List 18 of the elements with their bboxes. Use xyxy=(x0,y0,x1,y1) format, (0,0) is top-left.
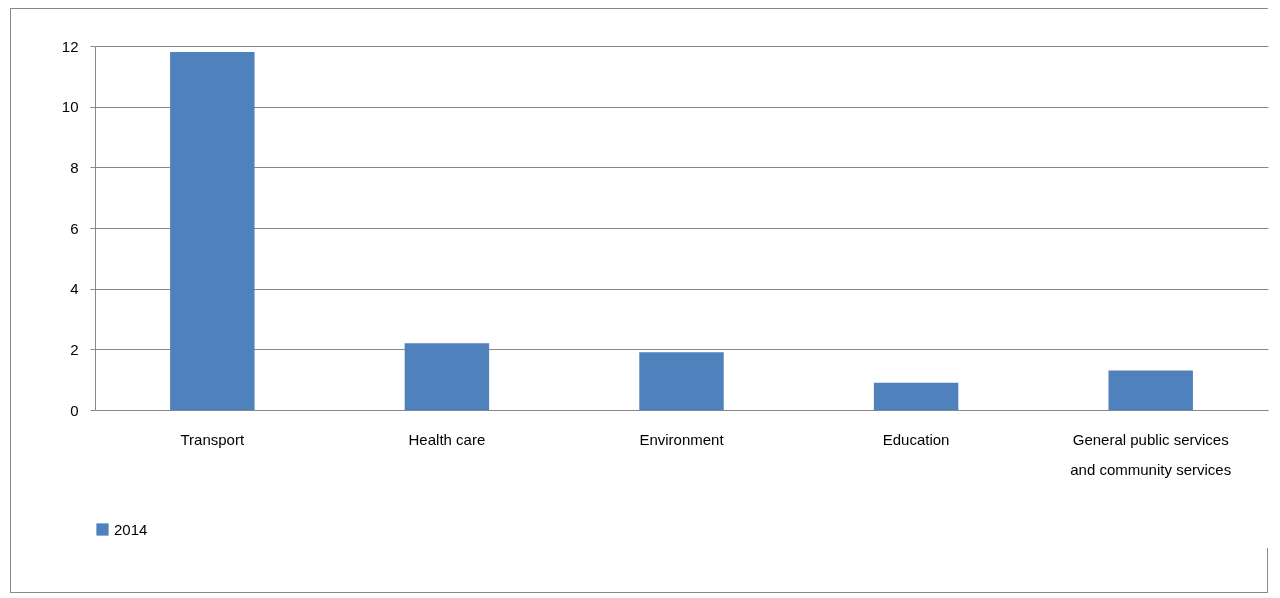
bar xyxy=(404,343,490,410)
bar xyxy=(639,352,724,410)
bar xyxy=(873,382,959,410)
x-tick-label: Environment xyxy=(639,430,725,448)
legend-label: 2014 xyxy=(114,520,148,538)
y-tick-label: 12 xyxy=(61,37,79,55)
y-tick-label: 10 xyxy=(61,98,79,116)
bar xyxy=(1108,370,1193,410)
x-tick-label: Health care xyxy=(408,430,486,448)
y-tick-label: 6 xyxy=(70,219,79,237)
x-tick-label: General public services and community services xyxy=(1070,430,1232,478)
y-tick-label: 0 xyxy=(70,401,79,419)
y-tick-label: 4 xyxy=(70,280,79,298)
y-tick-label: 2 xyxy=(70,340,79,358)
bar xyxy=(170,52,255,410)
y-tick-label: 8 xyxy=(70,158,79,176)
x-tick-label: Education xyxy=(882,430,950,448)
x-tick-label: Transport xyxy=(180,430,245,448)
